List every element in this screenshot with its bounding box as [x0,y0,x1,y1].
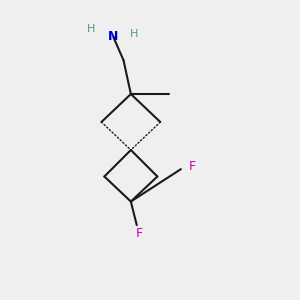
Text: H: H [130,29,138,39]
Text: H: H [87,24,95,34]
Text: N: N [108,30,119,43]
Text: F: F [189,160,196,173]
Text: F: F [136,227,143,240]
